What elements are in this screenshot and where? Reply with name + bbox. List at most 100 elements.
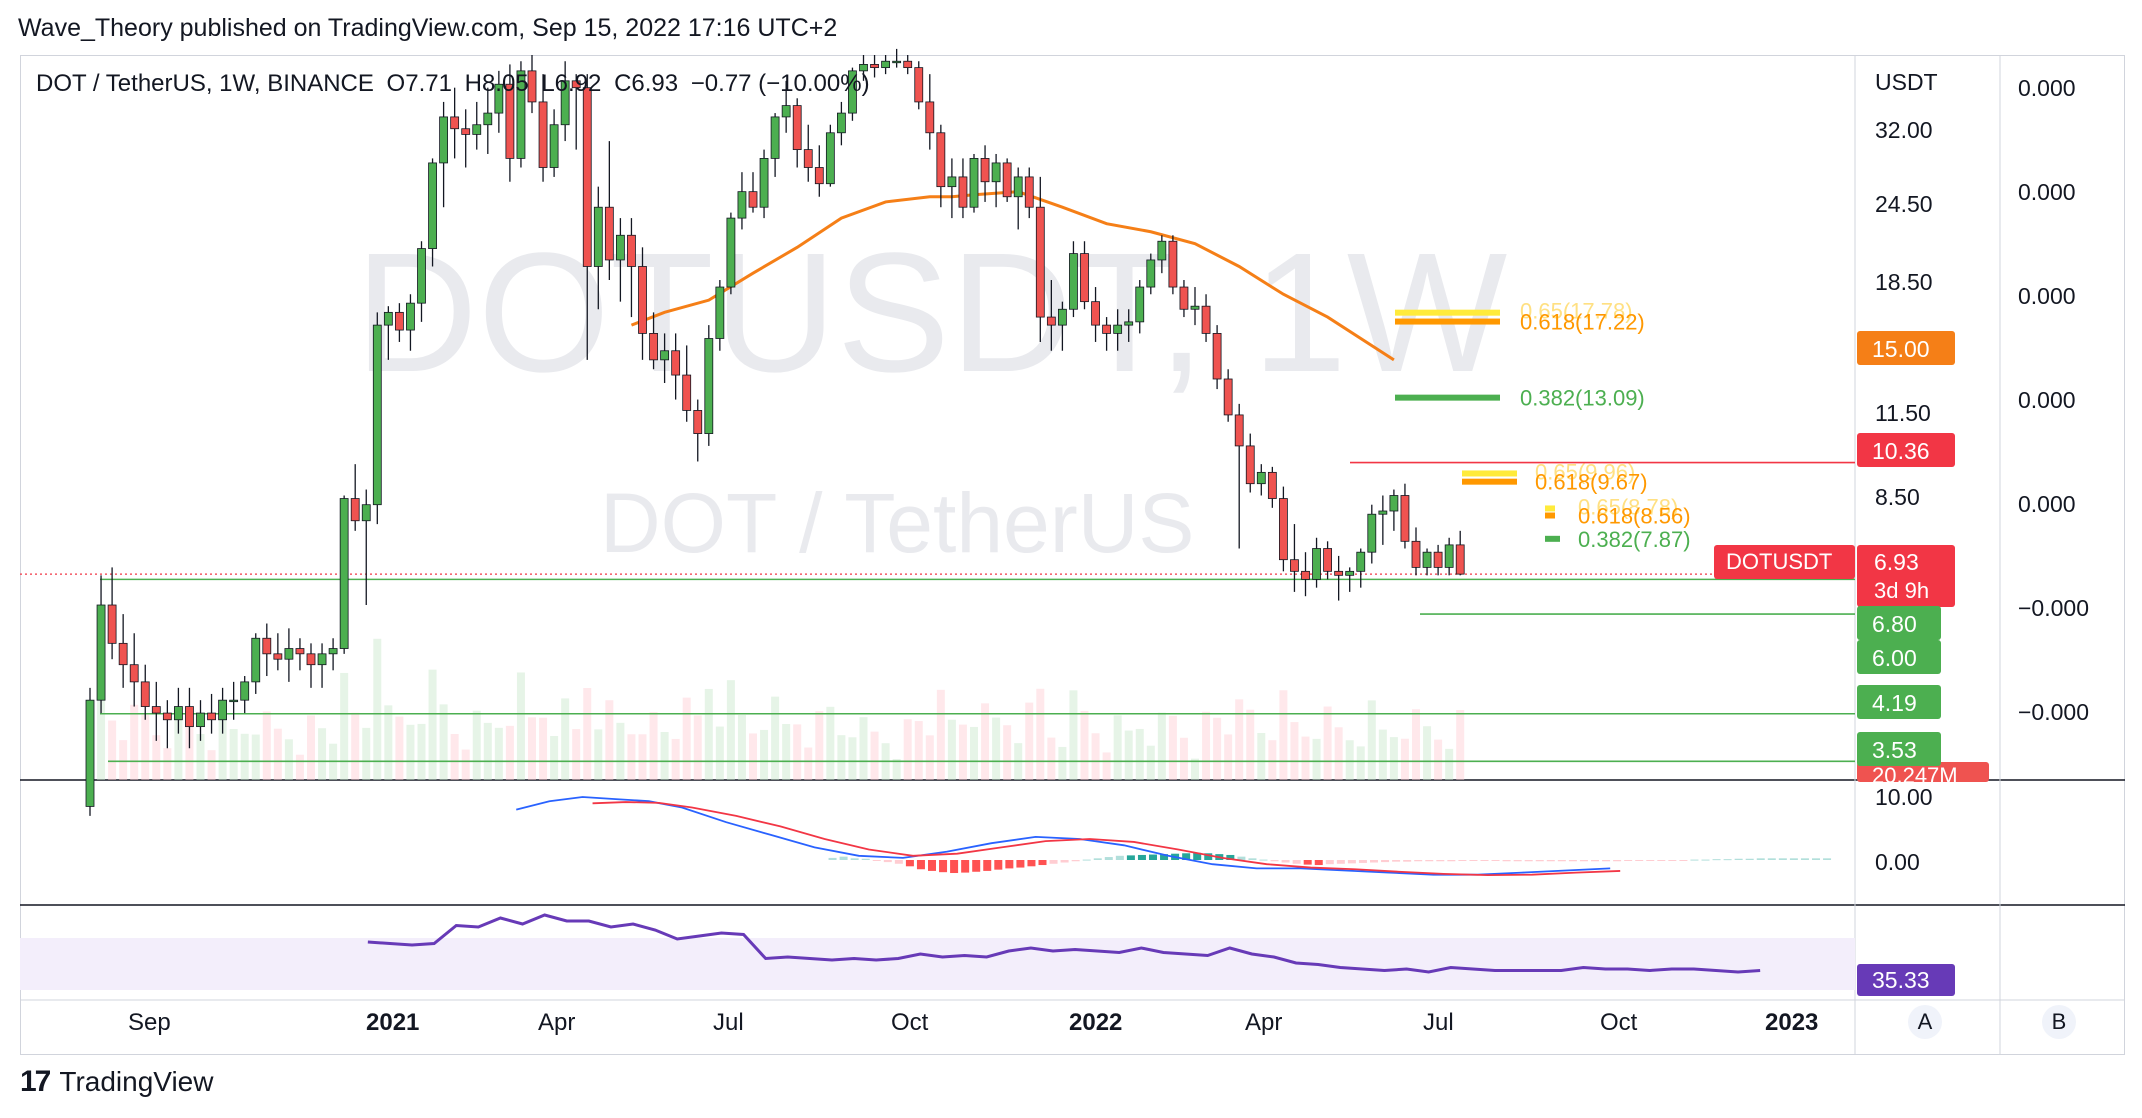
- candle: [361, 489, 371, 606]
- volume-bar: [981, 703, 990, 780]
- volume-bar: [737, 715, 746, 780]
- volume-bar: [539, 717, 548, 780]
- volume-bar: [771, 696, 780, 780]
- candle-body: [803, 149, 813, 168]
- volume-bar: [395, 716, 404, 780]
- resistance-price-tag: 10.36: [1872, 438, 1930, 464]
- support-tag-bg: [1857, 685, 1941, 719]
- candle-body: [207, 712, 216, 721]
- macd-histogram-bar: [1193, 852, 1202, 860]
- candle: [328, 638, 338, 671]
- candle: [770, 113, 780, 177]
- candle: [560, 61, 570, 142]
- candle-body: [372, 324, 382, 506]
- volume-bar: [141, 714, 150, 780]
- macd-signal-line: [592, 801, 1621, 877]
- volume-bar: [1091, 733, 1100, 780]
- volume-bar: [97, 673, 106, 780]
- candle-body: [549, 124, 559, 168]
- volume-bar: [1345, 740, 1354, 780]
- macd-histogram-bar: [1226, 854, 1235, 860]
- candle: [1135, 280, 1145, 334]
- candle-body: [1378, 510, 1388, 515]
- time-axis-label: Apr: [1245, 1009, 1282, 1036]
- tradingview-logo-icon: 17: [20, 1065, 51, 1098]
- macd-histogram-bar: [1778, 858, 1787, 860]
- macd-histogram-bar: [1016, 860, 1025, 868]
- symbol-tag: DOTUSDT: [1726, 549, 1832, 574]
- candle-body: [218, 699, 228, 721]
- volume-bar: [207, 750, 216, 780]
- candle-body: [394, 311, 404, 331]
- candle: [759, 149, 769, 219]
- scale-auto-button[interactable]: A: [1908, 1005, 1942, 1039]
- volume-bar: [251, 734, 260, 780]
- candle-body: [1245, 445, 1255, 485]
- ohlc-change: −0.77 (−10.00%): [690, 70, 870, 97]
- resistance-price-tag-bg: [1857, 433, 1955, 467]
- macd-histogram-bar: [1646, 860, 1655, 861]
- volume-bar: [760, 729, 769, 780]
- candle: [1433, 544, 1443, 576]
- candle: [1411, 527, 1421, 576]
- candle: [1046, 280, 1056, 351]
- candle: [726, 212, 736, 295]
- fib-level-mark: [1545, 535, 1560, 542]
- macd-histogram-bar: [1071, 860, 1080, 862]
- symbol-info: DOT / TetherUS, 1W, BINANCE O7.71 H8.05 …: [36, 70, 876, 98]
- ohlc-open: O7.71: [386, 70, 452, 97]
- volume-bar: [793, 724, 802, 780]
- candle: [671, 333, 681, 400]
- volume-bar: [1168, 715, 1177, 780]
- candle: [450, 87, 460, 159]
- candle: [350, 464, 360, 531]
- candle-body: [1345, 570, 1355, 576]
- macd-histogram-bar: [861, 858, 870, 860]
- volume-bar: [704, 688, 713, 780]
- volume-bar: [1301, 736, 1310, 780]
- candle: [1190, 287, 1200, 326]
- macd-histogram-bar: [1425, 860, 1434, 862]
- macd-histogram-bar: [1182, 853, 1191, 860]
- footer-brand[interactable]: 17 TradingView: [20, 1065, 213, 1099]
- candle: [848, 67, 857, 121]
- volume-bar: [196, 734, 205, 780]
- candle: [737, 172, 747, 230]
- candle: [1422, 548, 1432, 576]
- macd-histogram-bar: [1701, 859, 1710, 861]
- volume-bar: [1268, 740, 1277, 780]
- support-tag: 6.80: [1872, 611, 1917, 637]
- macd-histogram-bar: [1259, 859, 1268, 861]
- secondary-axis-tick: 0.000: [2018, 179, 2076, 205]
- volume-bar: [240, 733, 249, 780]
- macd-histogram-bar: [1292, 860, 1301, 864]
- symbol-pair[interactable]: DOT / TetherUS, 1W, BINANCE: [36, 70, 374, 97]
- candle-body: [273, 653, 283, 660]
- volume-bar: [583, 688, 592, 780]
- candle-body: [1058, 308, 1067, 326]
- candle: [406, 294, 415, 351]
- candle-body: [1234, 414, 1244, 447]
- candle-body: [660, 350, 669, 361]
- publish-caption: Wave_Theory published on TradingView.com…: [18, 14, 838, 42]
- macd-histogram-bar: [1093, 858, 1102, 860]
- candle-body: [185, 706, 194, 728]
- candle-body: [1290, 559, 1299, 572]
- time-axis-label: Sep: [128, 1009, 171, 1036]
- candle-body: [406, 302, 415, 331]
- candle-body: [958, 176, 968, 208]
- scale-second-button[interactable]: B: [2042, 1005, 2076, 1039]
- candle: [240, 676, 250, 714]
- fib-label: 0.382(7.87): [1578, 527, 1691, 552]
- candle: [571, 74, 581, 150]
- candle: [1234, 403, 1244, 549]
- fib-label: 0.618(9.67): [1535, 470, 1648, 495]
- macd-histogram-bar: [1657, 860, 1666, 861]
- fib-label: 0.618(17.22): [1520, 310, 1645, 335]
- macd-histogram-bar: [839, 856, 848, 860]
- volume-bar: [472, 710, 481, 780]
- candle: [1323, 541, 1332, 580]
- candle: [516, 61, 526, 168]
- macd-histogram-bar: [972, 860, 981, 872]
